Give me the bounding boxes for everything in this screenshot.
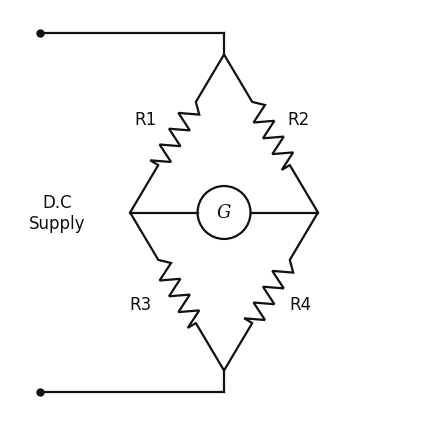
Text: R2: R2: [287, 110, 309, 128]
Text: G: G: [216, 204, 230, 222]
Text: D.C
Supply: D.C Supply: [29, 194, 86, 232]
Text: R1: R1: [134, 110, 156, 128]
Text: R4: R4: [289, 296, 311, 314]
Text: R3: R3: [129, 296, 151, 314]
